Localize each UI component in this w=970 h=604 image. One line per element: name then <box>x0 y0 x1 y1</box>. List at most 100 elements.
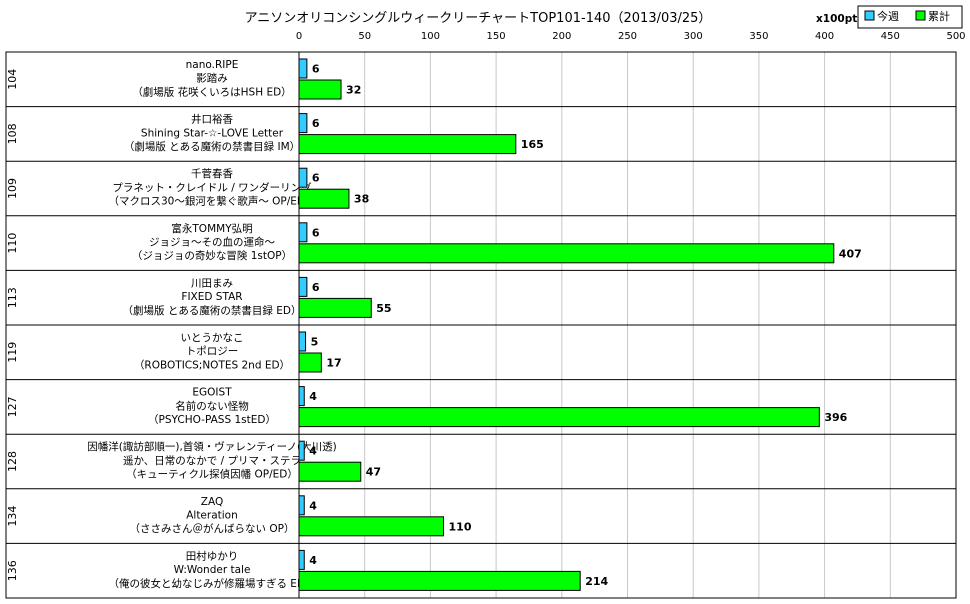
x-tick-label: 400 <box>815 31 834 42</box>
rank-label: 110 <box>6 233 19 254</box>
x-tick-label: 0 <box>296 31 302 42</box>
rank-label: 109 <box>6 178 19 199</box>
bar-total <box>298 461 362 482</box>
x-tick-label: 50 <box>358 31 371 42</box>
bar-weekly <box>298 495 305 516</box>
x-tick-label: 500 <box>946 31 965 42</box>
category-label-line: 田村ゆかり <box>186 549 239 562</box>
legend-label-total: 累計 <box>928 9 950 23</box>
value-label-total: 214 <box>585 575 608 588</box>
bar-total <box>298 297 372 318</box>
bar-weekly <box>298 58 308 79</box>
value-label-total: 396 <box>824 411 847 424</box>
category-label-line: （ROBOTICS;NOTES 2nd ED） <box>134 359 290 371</box>
bar-weekly <box>298 222 308 243</box>
value-label-weekly: 5 <box>311 336 319 349</box>
category-label-line: ZAQ <box>201 496 223 508</box>
rank-label: 108 <box>6 123 19 144</box>
legend-box <box>857 5 963 29</box>
bar-weekly <box>298 386 305 407</box>
legend: 今週 累計 <box>857 5 963 29</box>
rank-label: 119 <box>6 342 19 363</box>
value-label-weekly: 4 <box>309 554 317 567</box>
bar-total <box>298 352 322 373</box>
value-label-weekly: 6 <box>312 117 320 130</box>
category-label-line: プラネット・クレイドル / ワンダーリング <box>112 181 312 194</box>
bar-weekly <box>298 331 307 352</box>
category-label-line: （ささみさん＠がんばらない OP） <box>130 522 295 535</box>
x-tick-label: 150 <box>487 31 506 42</box>
rank-label: 136 <box>6 560 19 581</box>
chart-title: アニソンオリコンシングルウィークリーチャートTOP101-140（2013/03… <box>245 11 712 26</box>
category-label-line: （劇場版 とある魔術の禁書目録 ED） <box>123 304 302 317</box>
category-label-line: （劇場版 花咲くいろはHSH ED） <box>132 85 291 98</box>
category-label-line: （マクロス30～銀河を繋ぐ歌声～ OP/ED） <box>108 195 315 208</box>
bar-total <box>298 570 581 591</box>
bar-total <box>298 243 835 264</box>
category-label-line: 影踏み <box>196 72 228 85</box>
category-label-line: W:Wonder tale <box>174 564 251 576</box>
value-label-total: 407 <box>839 247 862 260</box>
category-label-line: 千菅春香 <box>191 168 233 180</box>
category-label-line: 川田まみ <box>191 277 233 289</box>
category-label-line: Shining Star-☆-LOVE Letter <box>141 127 284 139</box>
category-label-line: （ジョジョの奇妙な冒険 1stOP） <box>132 249 292 262</box>
category-label-line: nano.RIPE <box>186 59 239 71</box>
value-label-total: 17 <box>326 357 341 370</box>
rank-label: 104 <box>6 69 19 90</box>
value-label-weekly: 6 <box>312 172 320 185</box>
value-label-total: 165 <box>521 138 544 151</box>
rank-label: 127 <box>6 396 19 417</box>
bar-total <box>298 134 517 155</box>
bar-weekly <box>298 167 308 188</box>
value-label-weekly: 4 <box>309 390 317 403</box>
bar-total <box>298 407 820 428</box>
category-label-line: 井口裕香 <box>191 113 233 126</box>
value-label-total: 47 <box>366 466 381 479</box>
category-label-line: ジョジョ～その血の運命～ <box>149 236 275 249</box>
category-label-line: （劇場版 とある魔術の禁書目録 IM） <box>124 140 300 153</box>
bar-weekly <box>298 113 308 134</box>
value-label-total: 55 <box>376 302 391 315</box>
category-label-line: EGOIST <box>192 387 232 399</box>
x-axis-ticks: 0 50 100 150 200 250 300 350 400 450 500 <box>296 31 966 42</box>
category-label-line: （俺の彼女と幼なじみが修羅場すぎる ED） <box>108 577 315 590</box>
category-label-line: 名前のない怪物 <box>175 399 249 412</box>
category-label-line: トポロジー <box>186 346 239 358</box>
rank-label: 134 <box>6 506 19 527</box>
x-tick-label: 100 <box>421 31 440 42</box>
category-label-line: 因幡洋(諏訪部順一),首領・ヴァレンティーノ(大川透) <box>87 440 336 453</box>
value-label-weekly: 4 <box>309 499 317 512</box>
category-label-line: Alteration <box>186 510 238 522</box>
x-tick-label: 200 <box>552 31 571 42</box>
legend-swatch-weekly <box>864 10 875 21</box>
bar-weekly <box>298 549 305 570</box>
bar-total <box>298 188 350 209</box>
x-tick-label: 450 <box>881 31 900 42</box>
value-label-weekly: 6 <box>312 63 320 76</box>
category-label-line: （キューティクル探偵因幡 OP/ED） <box>126 468 298 481</box>
category-label-line: （PSYCHO-PASS 1stED） <box>148 414 276 426</box>
x-tick-label: 250 <box>618 31 637 42</box>
value-label-total: 110 <box>449 520 472 533</box>
category-label-line: 富永TOMMY弘明 <box>171 222 252 235</box>
value-label-total: 32 <box>346 84 361 97</box>
legend-label-weekly: 今週 <box>877 9 899 23</box>
legend-swatch-total <box>915 10 926 21</box>
category-label-line: 遥か、日常のなかで / プリマ・ステラ <box>123 454 301 467</box>
category-label-line: FIXED STAR <box>181 291 242 303</box>
value-label-total: 38 <box>354 193 369 206</box>
value-label-weekly: 6 <box>312 226 320 239</box>
value-label-weekly: 4 <box>309 445 317 458</box>
bar-total <box>298 79 342 100</box>
bar-weekly <box>298 440 305 461</box>
value-label-weekly: 6 <box>312 281 320 294</box>
plot-frame <box>5 51 957 599</box>
x-tick-label: 300 <box>684 31 703 42</box>
x-tick-label: 350 <box>749 31 768 42</box>
bar-total <box>298 516 445 537</box>
